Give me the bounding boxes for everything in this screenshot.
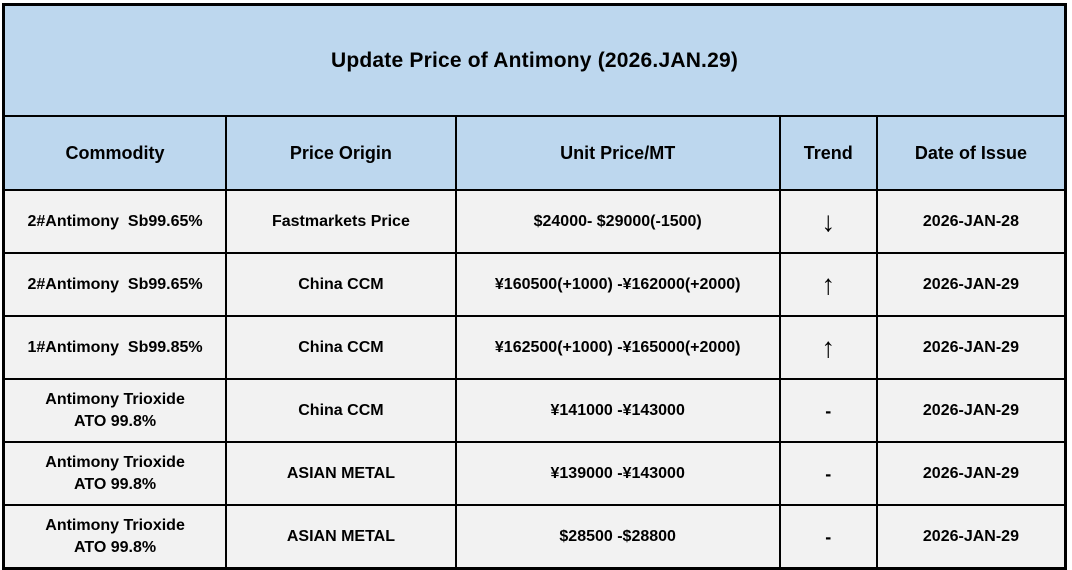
unit-price-cell: ¥160500(+1000) -¥162000(+2000)	[454, 252, 781, 317]
trend-unchanged-dash: -	[778, 378, 878, 443]
price-origin-cell: China CCM	[225, 252, 457, 317]
trend-unchanged-dash: -	[778, 441, 878, 506]
unit-price-cell: $24000- $29000(-1500)	[454, 189, 781, 254]
price-origin-cell: ASIAN METAL	[225, 441, 457, 506]
table-row: Antimony Trioxide ATO 99.8% China CCM ¥1…	[2, 378, 1067, 443]
table-row: Antimony Trioxide ATO 99.8% ASIAN METAL …	[2, 504, 1067, 570]
trend-up-arrow-icon: ↑	[778, 315, 878, 380]
price-origin-cell: China CCM	[225, 378, 457, 443]
page-title: Update Price of Antimony (2026.JAN.29)	[2, 3, 1067, 117]
commodity-cell: Antimony Trioxide ATO 99.8%	[2, 441, 228, 506]
commodity-cell: Antimony Trioxide ATO 99.8%	[2, 504, 228, 570]
date-of-issue-cell: 2026-JAN-29	[875, 315, 1067, 380]
unit-price-cell: $28500 -$28800	[454, 504, 781, 570]
price-origin-cell: ASIAN METAL	[225, 504, 457, 570]
trend-down-arrow-icon: ↓	[778, 189, 878, 254]
trend-up-arrow-icon: ↑	[778, 252, 878, 317]
table-row: 2#Antimony Sb99.65% Fastmarkets Price $2…	[2, 189, 1067, 254]
table-row: Antimony Trioxide ATO 99.8% ASIAN METAL …	[2, 441, 1067, 506]
trend-unchanged-dash: -	[778, 504, 878, 570]
antimony-price-table: Update Price of Antimony (2026.JAN.29) C…	[2, 3, 1067, 570]
table-row: 2#Antimony Sb99.65% China CCM ¥160500(+1…	[2, 252, 1067, 317]
price-table-sheet: Update Price of Antimony (2026.JAN.29) C…	[2, 3, 1067, 570]
column-header-unit-price: Unit Price/MT	[454, 115, 781, 191]
title-row: Update Price of Antimony (2026.JAN.29)	[2, 3, 1067, 117]
commodity-cell: 2#Antimony Sb99.65%	[2, 252, 228, 317]
commodity-cell: 1#Antimony Sb99.85%	[2, 315, 228, 380]
column-header-commodity: Commodity	[2, 115, 228, 191]
column-header-trend: Trend	[778, 115, 878, 191]
table-row: 1#Antimony Sb99.85% China CCM ¥162500(+1…	[2, 315, 1067, 380]
unit-price-cell: ¥162500(+1000) -¥165000(+2000)	[454, 315, 781, 380]
table-header-row: Commodity Price Origin Unit Price/MT Tre…	[2, 115, 1067, 191]
price-origin-cell: China CCM	[225, 315, 457, 380]
date-of-issue-cell: 2026-JAN-29	[875, 252, 1067, 317]
date-of-issue-cell: 2026-JAN-29	[875, 504, 1067, 570]
price-origin-cell: Fastmarkets Price	[225, 189, 457, 254]
date-of-issue-cell: 2026-JAN-28	[875, 189, 1067, 254]
unit-price-cell: ¥139000 -¥143000	[454, 441, 781, 506]
column-header-price-origin: Price Origin	[225, 115, 457, 191]
date-of-issue-cell: 2026-JAN-29	[875, 378, 1067, 443]
column-header-date-of-issue: Date of Issue	[875, 115, 1067, 191]
commodity-cell: Antimony Trioxide ATO 99.8%	[2, 378, 228, 443]
unit-price-cell: ¥141000 -¥143000	[454, 378, 781, 443]
commodity-cell: 2#Antimony Sb99.65%	[2, 189, 228, 254]
date-of-issue-cell: 2026-JAN-29	[875, 441, 1067, 506]
